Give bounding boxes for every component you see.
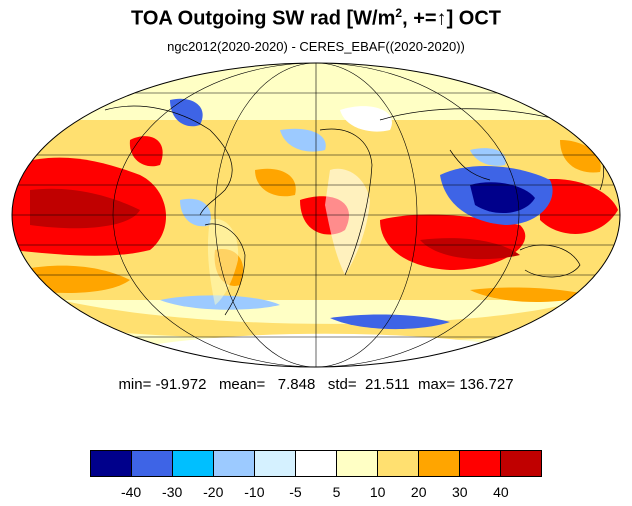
colorbar-swatch: [419, 451, 460, 476]
colorbar-swatch: [132, 451, 173, 476]
colorbar-tick-label: -30: [162, 484, 183, 500]
stat-min-value: -91.972: [155, 376, 207, 393]
plot-title: TOA Outgoing SW rad [W/m2, +=↑] OCT: [0, 6, 632, 31]
colorbar-tick-label: -20: [203, 484, 224, 500]
colorbar-tick-label: 30: [452, 484, 468, 500]
title-superscript: 2: [395, 6, 403, 20]
colorbar-tick-label: 40: [493, 484, 509, 500]
stat-std-label: std=: [327, 376, 357, 393]
colorbar-tick-label: 10: [369, 484, 386, 500]
colorbar-swatch: [460, 451, 501, 476]
map-field: [12, 63, 620, 367]
stat-max-label: max=: [418, 376, 456, 393]
stat-min-label: min=: [118, 376, 152, 393]
colorbar-tick-label: -10: [244, 484, 265, 500]
stat-mean-value: 7.848: [277, 376, 316, 393]
colorbar-swatch: [296, 451, 337, 476]
colorbar: [90, 450, 542, 477]
colorbar-tick-label: -5: [289, 484, 302, 500]
colorbar-swatch: [214, 451, 255, 476]
colorbar-swatch: [337, 451, 378, 476]
title-suffix: , +=↑] OCT: [402, 7, 501, 30]
colorbar-tick-label: -40: [120, 484, 142, 500]
colorbar-tick-label: 5: [332, 484, 341, 500]
colorbar-swatch: [501, 451, 541, 476]
colorbar-swatch: [255, 451, 296, 476]
colorbar-tick-label: 20: [410, 484, 427, 500]
plot-subtitle: ngc2012(2020-2020) - CERES_EBAF((2020-20…: [167, 39, 465, 54]
stat-max-value: 136.727: [459, 376, 514, 393]
title-text: TOA Outgoing SW rad [W/m: [130, 7, 396, 30]
stat-std-value: 21.511: [364, 376, 410, 393]
colorbar-swatch: [378, 451, 419, 476]
map-outline: [11, 62, 621, 368]
mollweide-map: [11, 62, 621, 368]
stat-mean-label: mean=: [218, 376, 266, 393]
colorbar-swatch: [173, 451, 214, 476]
colorbar-swatch: [91, 451, 132, 476]
statistics-line: min= -91.972 mean= 7.848 std= 21.511 max…: [0, 376, 632, 393]
